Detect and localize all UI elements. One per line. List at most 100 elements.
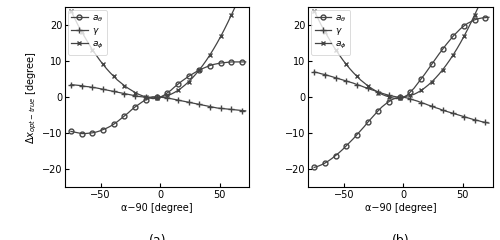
$a_{\theta}$	[146, 96, 152, 99]
$\gamma$	[318, 72, 324, 75]
$a_{\phi}$	[146, 96, 152, 99]
$\gamma$	[408, 97, 414, 100]
$a_{\phi}$	[132, 91, 138, 94]
$a_{\phi}$	[372, 89, 378, 92]
$\gamma$	[404, 96, 410, 99]
$a_{\theta}$	[450, 35, 456, 37]
$\gamma$	[461, 115, 467, 118]
$a_{\phi}$	[189, 77, 195, 80]
$a_{\phi}$	[446, 59, 452, 61]
$a_{\theta}$	[397, 96, 403, 99]
$\gamma$	[340, 78, 345, 81]
$a_{\theta}$	[90, 131, 96, 134]
$\gamma$	[393, 95, 399, 98]
$a_{\theta}$	[122, 114, 128, 117]
$a_{\theta}$	[118, 117, 124, 120]
$a_{\phi}$	[150, 97, 156, 100]
$a_{\phi}$	[475, 6, 481, 9]
$a_{\phi}$	[110, 75, 116, 78]
$a_{\theta}$	[440, 48, 446, 51]
$a_{\phi}$	[82, 36, 88, 39]
$\gamma$	[397, 96, 403, 99]
$a_{\theta}$	[93, 131, 99, 133]
$a_{\theta}$	[347, 141, 353, 144]
$a_{\theta}$	[361, 125, 367, 128]
$\gamma$	[354, 83, 360, 86]
X-axis label: α−90 [degree]: α−90 [degree]	[364, 203, 436, 213]
$a_{\phi}$	[461, 35, 467, 38]
$a_{\theta}$	[372, 113, 378, 116]
$\gamma$	[239, 109, 245, 112]
$\gamma$	[140, 95, 145, 98]
$a_{\theta}$	[107, 125, 113, 128]
$a_{\theta}$	[154, 96, 160, 99]
$a_{\phi}$	[332, 48, 338, 51]
$\gamma$	[110, 90, 116, 93]
$\gamma$	[479, 120, 485, 123]
$\gamma$	[344, 80, 349, 83]
$\gamma$	[143, 96, 149, 99]
$\gamma$	[157, 96, 163, 99]
$a_{\phi}$	[178, 86, 184, 89]
$a_{\phi}$	[196, 68, 202, 71]
$a_{\theta}$	[314, 165, 320, 168]
$a_{\theta}$	[482, 16, 488, 19]
$\gamma$	[411, 99, 417, 102]
$a_{\phi}$	[157, 96, 163, 99]
Line: $a_{\phi}$: $a_{\phi}$	[68, 0, 248, 101]
$\gamma$	[189, 102, 195, 104]
$a_{\phi}$	[400, 96, 406, 99]
$a_{\theta}$	[96, 130, 102, 132]
$a_{\phi}$	[90, 48, 96, 51]
$\gamma$	[100, 88, 106, 91]
$\gamma$	[146, 96, 152, 99]
$\gamma$	[222, 107, 228, 110]
$a_{\phi}$	[361, 81, 367, 84]
$\gamma$	[122, 92, 128, 95]
$\gamma$	[482, 121, 488, 124]
$\gamma$	[82, 85, 88, 88]
$a_{\phi}$	[350, 71, 356, 74]
$a_{\phi}$	[143, 95, 149, 98]
$a_{\phi}$	[136, 93, 141, 96]
$a_{\phi}$	[326, 36, 332, 39]
$a_{\theta}$	[376, 109, 382, 112]
$\gamma$	[228, 108, 234, 111]
$a_{\theta}$	[172, 86, 177, 89]
$\gamma$	[196, 103, 202, 106]
$a_{\phi}$	[168, 93, 174, 96]
$\gamma$	[376, 91, 382, 94]
$a_{\phi}$	[186, 80, 192, 83]
$a_{\theta}$	[422, 73, 428, 76]
$a_{\theta}$	[114, 120, 120, 123]
$a_{\theta}$	[68, 130, 74, 133]
$a_{\theta}$	[368, 117, 374, 120]
$\gamma$	[207, 105, 213, 108]
$a_{\theta}$	[82, 132, 88, 135]
$\gamma$	[382, 93, 388, 96]
$a_{\phi}$	[318, 24, 324, 27]
$\gamma$	[426, 104, 432, 107]
$a_{\theta}$	[426, 68, 432, 71]
$a_{\theta}$	[232, 60, 238, 63]
$\gamma$	[128, 94, 134, 96]
$\gamma$	[78, 84, 84, 87]
$\gamma$	[332, 76, 338, 79]
$a_{\theta}$	[393, 96, 399, 99]
$a_{\theta}$	[382, 103, 388, 106]
$\gamma$	[160, 96, 166, 99]
$\gamma$	[96, 87, 102, 90]
$a_{\theta}$	[175, 83, 181, 86]
$\gamma$	[414, 100, 420, 103]
$a_{\phi}$	[140, 94, 145, 97]
$a_{\phi}$	[426, 84, 432, 86]
$a_{\theta}$	[189, 73, 195, 76]
$\gamma$	[322, 73, 328, 76]
$a_{\phi}$	[222, 28, 228, 31]
$\gamma$	[104, 89, 110, 91]
$a_{\theta}$	[164, 91, 170, 94]
$a_{\phi}$	[175, 89, 181, 92]
$\gamma$	[361, 86, 367, 89]
$a_{\theta}$	[479, 17, 485, 19]
$a_{\theta}$	[475, 17, 481, 20]
